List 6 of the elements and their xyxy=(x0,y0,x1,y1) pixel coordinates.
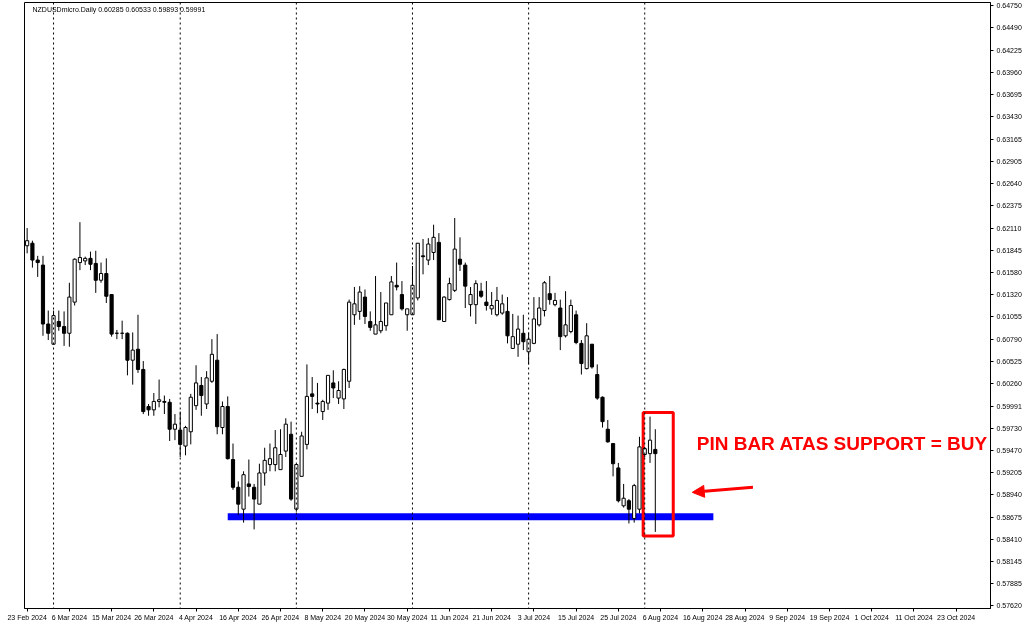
candlestick xyxy=(552,292,558,307)
annotation: PIN BAR ATAS SUPPORT = BUY xyxy=(696,433,988,455)
candlestick xyxy=(463,262,468,309)
candlestick xyxy=(605,419,610,444)
candlestick xyxy=(399,280,405,312)
candlestick xyxy=(610,443,616,477)
